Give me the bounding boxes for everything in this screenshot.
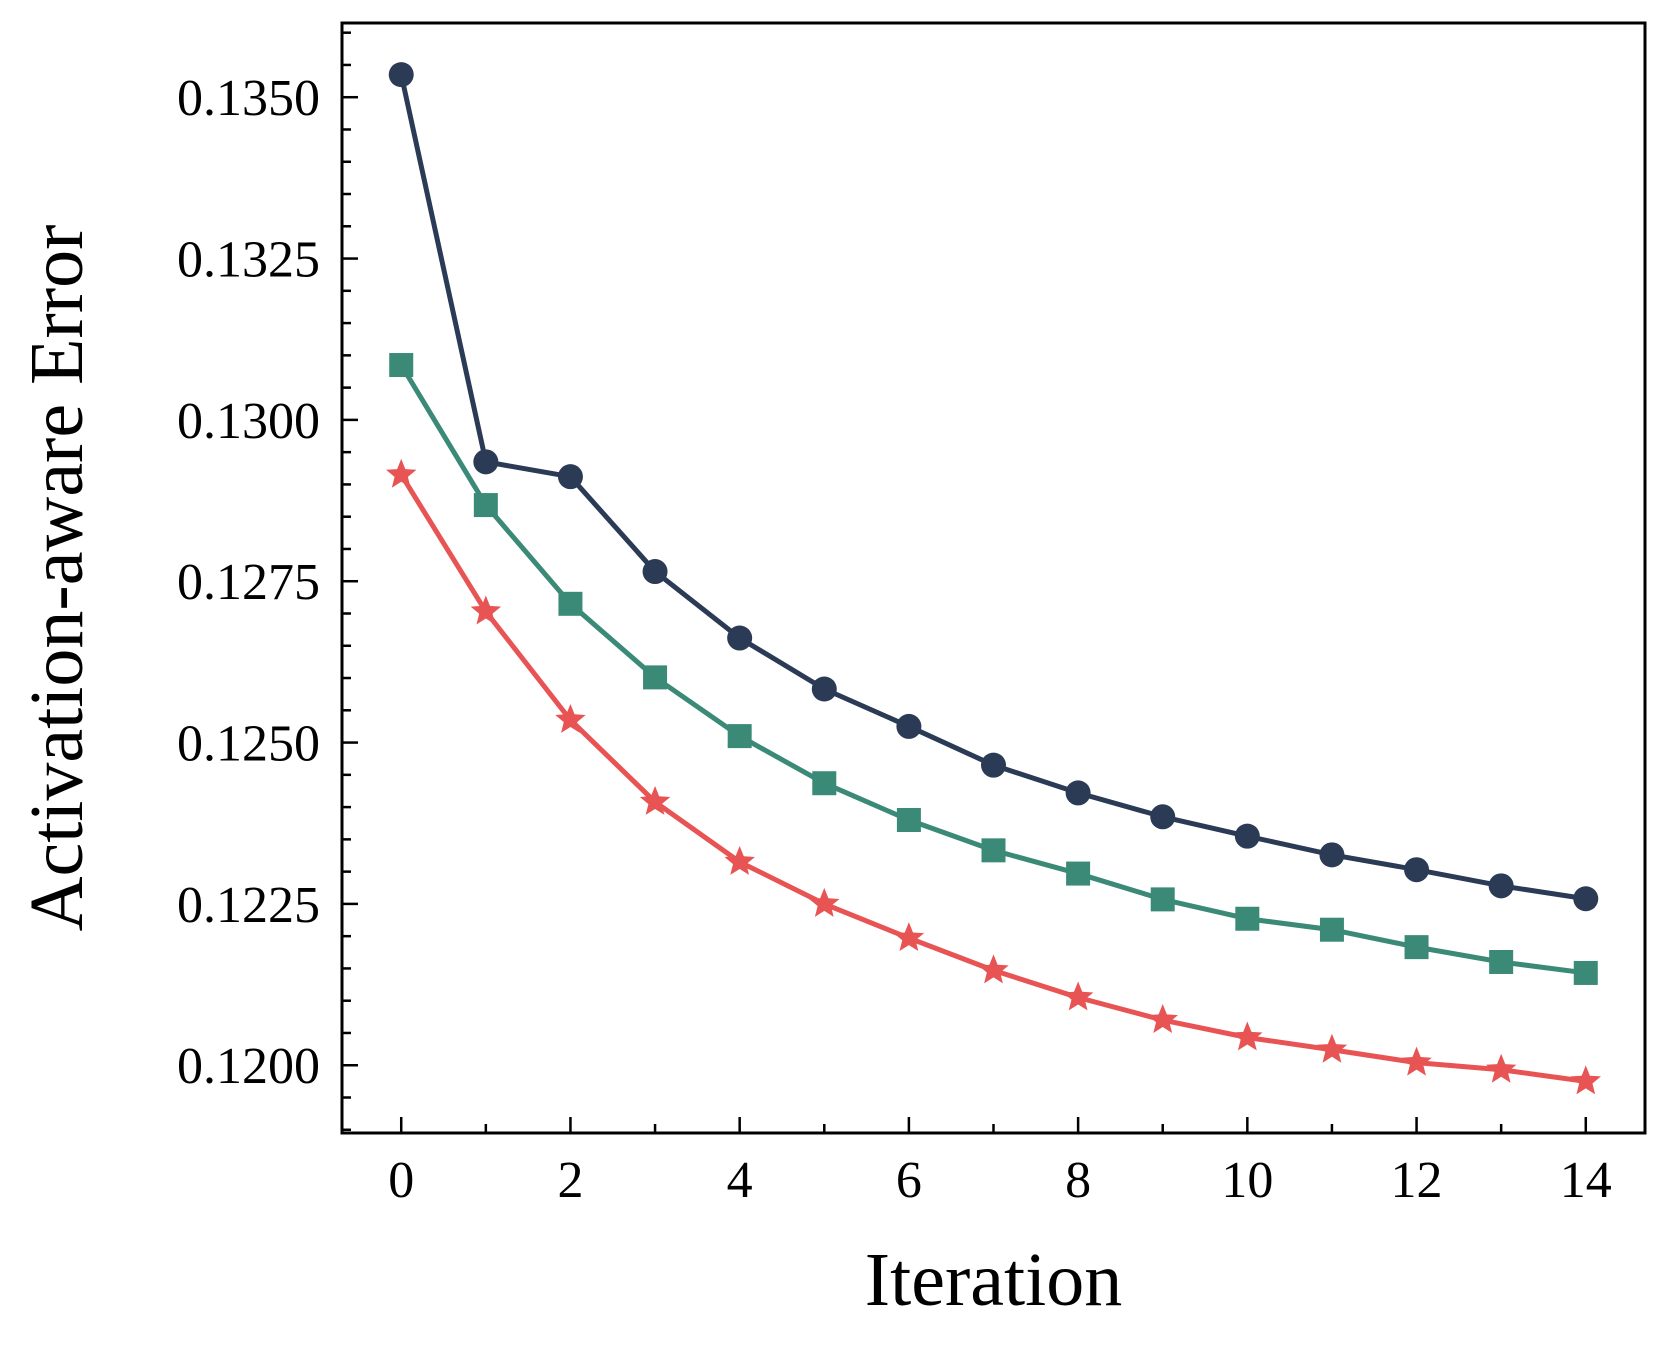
square-marker bbox=[727, 724, 752, 749]
x-tick-label: 8 bbox=[1065, 1152, 1091, 1209]
x-tick-label: 14 bbox=[1560, 1152, 1612, 1209]
circle-marker bbox=[981, 752, 1006, 778]
square-marker bbox=[1573, 960, 1598, 985]
series-layer bbox=[386, 62, 1601, 1095]
circle-marker bbox=[811, 676, 837, 702]
circle-marker bbox=[1234, 823, 1260, 849]
series-star bbox=[386, 458, 1601, 1095]
plot-frame bbox=[340, 21, 1647, 1135]
star-marker bbox=[893, 922, 925, 952]
circle-marker bbox=[727, 625, 753, 651]
star-marker bbox=[1062, 981, 1094, 1011]
circle-marker bbox=[473, 449, 499, 475]
square-marker bbox=[473, 493, 498, 518]
ticks-layer bbox=[342, 31, 1588, 1133]
y-tick-label: 0.1225 bbox=[177, 877, 320, 934]
star-marker bbox=[1232, 1021, 1263, 1051]
star-marker bbox=[724, 845, 755, 875]
square-marker bbox=[558, 591, 583, 616]
circle-marker bbox=[1404, 857, 1430, 883]
x-tick-label: 4 bbox=[727, 1152, 753, 1209]
circle-marker bbox=[388, 62, 414, 88]
y-tick-label: 0.1325 bbox=[177, 232, 320, 289]
square-marker bbox=[1404, 935, 1429, 960]
circle-marker bbox=[557, 464, 583, 490]
labels-layer: 0 2 4 6 8 10 12 14 0.1200 0.1225 0.1250 0.1275 0.130… bbox=[177, 70, 1612, 1209]
circle-marker bbox=[1065, 780, 1091, 806]
x-tick-label: 6 bbox=[896, 1152, 922, 1209]
circle-marker bbox=[896, 713, 922, 739]
square-marker bbox=[981, 838, 1006, 863]
square-marker bbox=[812, 771, 837, 796]
star-marker bbox=[639, 785, 671, 815]
star-marker bbox=[386, 458, 417, 488]
series-square bbox=[389, 353, 1598, 985]
star-marker bbox=[1147, 1004, 1178, 1034]
star-marker bbox=[1485, 1053, 1517, 1083]
square-marker bbox=[1066, 861, 1091, 886]
circle-marker bbox=[1150, 804, 1176, 830]
square-marker bbox=[1150, 887, 1175, 912]
y-tick-label: 0.1200 bbox=[177, 1038, 320, 1095]
x-tick-label: 0 bbox=[388, 1152, 414, 1209]
y-tick-label: 0.1275 bbox=[177, 554, 320, 611]
x-tick-label: 10 bbox=[1221, 1152, 1273, 1209]
x-tick-label: 12 bbox=[1391, 1152, 1443, 1209]
circle-marker bbox=[1319, 842, 1345, 868]
series-circle bbox=[388, 62, 1599, 912]
star-marker bbox=[470, 595, 502, 625]
square-marker bbox=[1235, 906, 1260, 931]
star-marker bbox=[978, 954, 1009, 984]
star-marker bbox=[1570, 1065, 1601, 1095]
x-axis-title: Iteration bbox=[865, 1238, 1122, 1322]
circle-marker bbox=[1488, 873, 1514, 899]
square-marker bbox=[1319, 917, 1344, 942]
star-marker bbox=[555, 703, 586, 733]
y-tick-label: 0.1250 bbox=[177, 716, 320, 773]
star-marker bbox=[1401, 1046, 1432, 1076]
circle-marker bbox=[1573, 886, 1599, 912]
square-marker bbox=[1489, 949, 1514, 974]
series-square-line bbox=[399, 363, 1587, 976]
x-tick-label: 2 bbox=[557, 1152, 583, 1209]
star-marker bbox=[1316, 1033, 1348, 1063]
square-marker bbox=[389, 353, 414, 378]
y-tick-label: 0.1350 bbox=[177, 70, 320, 127]
star-marker bbox=[809, 887, 840, 917]
y-axis-title: Activation-aware Error bbox=[15, 225, 99, 932]
y-tick-label: 0.1300 bbox=[177, 393, 320, 450]
series-star-line bbox=[399, 473, 1587, 1084]
square-marker bbox=[896, 808, 921, 833]
circle-marker bbox=[642, 559, 668, 585]
square-marker bbox=[643, 665, 668, 690]
